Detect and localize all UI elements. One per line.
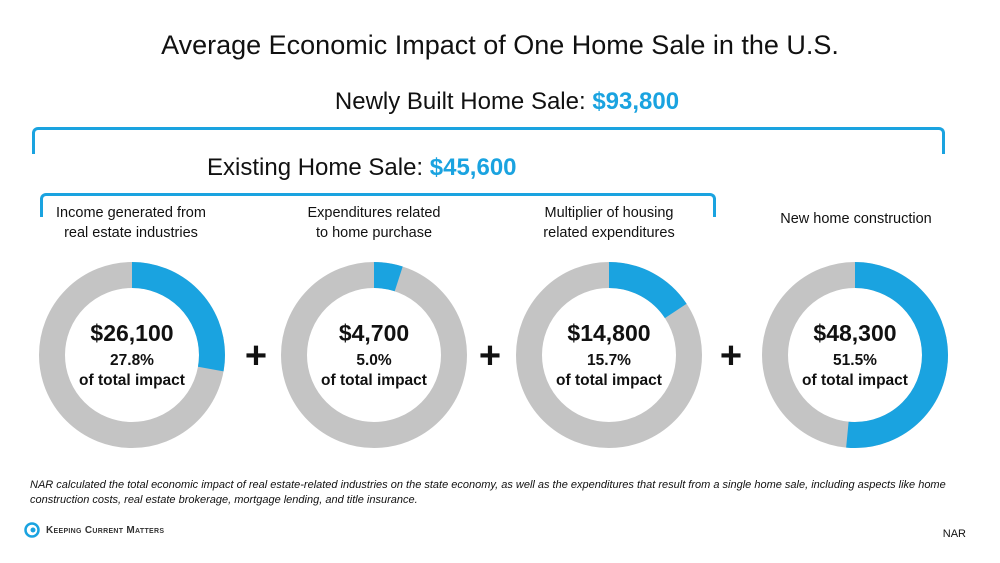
donut-new-home-construction: $48,300 51.5% of total impact <box>762 262 948 448</box>
label-line: Multiplier of housing <box>544 205 674 221</box>
donut-value: $48,300 <box>813 320 897 346</box>
label-line: related expenditures <box>543 225 675 241</box>
donut-subtext: of total impact <box>321 372 427 389</box>
donut-subtext: of total impact <box>556 372 662 389</box>
donut-income-generated: $26,100 27.8% of total impact <box>39 262 225 448</box>
label-expenditures-related: Expenditures related to home purchase <box>264 203 484 243</box>
label-line: Expenditures related <box>307 205 441 221</box>
donut-subtext: of total impact <box>79 372 185 389</box>
newly-built-bracket <box>32 127 945 154</box>
existing-value: $45,600 <box>429 154 517 181</box>
logo-swirl-icon <box>24 522 40 538</box>
label-new-home-construction: New home construction <box>746 209 966 229</box>
label-multiplier-housing: Multiplier of housing related expenditur… <box>499 203 719 243</box>
plus-sign: + <box>244 335 268 377</box>
existing-label: Existing Home Sale: <box>207 154 424 181</box>
donut-expenditures-related: $4,700 5.0% of total impact <box>281 262 467 448</box>
page-title: Average Economic Impact of One Home Sale… <box>161 30 839 60</box>
existing-sale-heading: Existing Home Sale: $45,600 <box>207 154 517 182</box>
logo-text: Keeping Current Matters <box>46 524 165 536</box>
donut-value: $26,100 <box>90 320 174 346</box>
donut-slice <box>516 262 702 448</box>
newly-built-value: $93,800 <box>592 88 680 115</box>
donut-value: $4,700 <box>338 320 410 346</box>
newly-built-label: Newly Built Home Sale: <box>334 88 586 115</box>
brand-logo: Keeping Current Matters <box>24 522 164 538</box>
donut-multiplier-housing: $14,800 15.7% of total impact <box>516 262 702 448</box>
label-line: to home purchase <box>315 225 433 241</box>
donut-slice <box>762 262 948 448</box>
plus-sign: + <box>478 335 502 377</box>
donut-percent: 15.7% <box>587 352 631 369</box>
donut-percent: 27.8% <box>110 352 154 369</box>
donut-value: $14,800 <box>567 320 651 346</box>
label-line: New home construction <box>780 211 932 227</box>
label-line: real estate industries <box>64 225 198 241</box>
footnote: NAR calculated the total economic impact… <box>30 479 946 506</box>
source-label: NAR <box>942 528 966 540</box>
donut-chart <box>281 262 467 448</box>
donut-subtext: of total impact <box>802 372 908 389</box>
donut-chart <box>516 262 702 448</box>
label-line: Income generated from <box>56 205 206 221</box>
donut-chart <box>39 262 225 448</box>
donut-percent: 5.0% <box>356 352 392 369</box>
donut-slice <box>281 262 467 448</box>
newly-built-sale-heading: Newly Built Home Sale: $93,800 <box>0 88 1000 116</box>
plus-sign: + <box>719 335 743 377</box>
label-income-generated: Income generated from real estate indust… <box>21 203 241 243</box>
donut-percent: 51.5% <box>833 352 877 369</box>
donut-slice <box>39 262 225 448</box>
donut-chart <box>762 262 948 448</box>
existing-bracket <box>40 193 716 217</box>
